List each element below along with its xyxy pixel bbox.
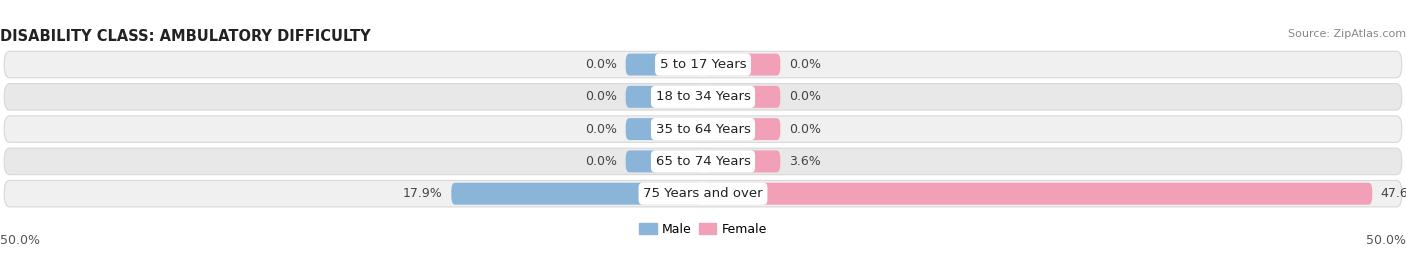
Text: 0.0%: 0.0% — [789, 58, 821, 71]
Text: 50.0%: 50.0% — [0, 234, 39, 247]
Text: 17.9%: 17.9% — [404, 187, 443, 200]
Text: 0.0%: 0.0% — [789, 90, 821, 103]
FancyBboxPatch shape — [4, 148, 1402, 175]
FancyBboxPatch shape — [626, 86, 703, 108]
Text: 0.0%: 0.0% — [585, 155, 617, 168]
Legend: Male, Female: Male, Female — [640, 223, 766, 236]
Text: 0.0%: 0.0% — [789, 123, 821, 136]
FancyBboxPatch shape — [451, 183, 703, 205]
FancyBboxPatch shape — [626, 54, 703, 76]
Text: 3.6%: 3.6% — [789, 155, 821, 168]
FancyBboxPatch shape — [703, 183, 1372, 205]
Text: 5 to 17 Years: 5 to 17 Years — [659, 58, 747, 71]
Text: Source: ZipAtlas.com: Source: ZipAtlas.com — [1288, 29, 1406, 39]
Text: 50.0%: 50.0% — [1367, 234, 1406, 247]
Text: 75 Years and over: 75 Years and over — [643, 187, 763, 200]
Text: 47.6%: 47.6% — [1381, 187, 1406, 200]
FancyBboxPatch shape — [703, 118, 780, 140]
Text: 0.0%: 0.0% — [585, 58, 617, 71]
Text: DISABILITY CLASS: AMBULATORY DIFFICULTY: DISABILITY CLASS: AMBULATORY DIFFICULTY — [0, 29, 371, 44]
Text: 18 to 34 Years: 18 to 34 Years — [655, 90, 751, 103]
FancyBboxPatch shape — [703, 86, 780, 108]
FancyBboxPatch shape — [703, 54, 780, 76]
FancyBboxPatch shape — [626, 118, 703, 140]
Text: 0.0%: 0.0% — [585, 123, 617, 136]
Text: 35 to 64 Years: 35 to 64 Years — [655, 123, 751, 136]
FancyBboxPatch shape — [4, 180, 1402, 207]
FancyBboxPatch shape — [4, 116, 1402, 142]
Text: 0.0%: 0.0% — [585, 90, 617, 103]
FancyBboxPatch shape — [626, 150, 703, 172]
FancyBboxPatch shape — [4, 51, 1402, 78]
FancyBboxPatch shape — [703, 150, 780, 172]
Text: 65 to 74 Years: 65 to 74 Years — [655, 155, 751, 168]
FancyBboxPatch shape — [4, 84, 1402, 110]
